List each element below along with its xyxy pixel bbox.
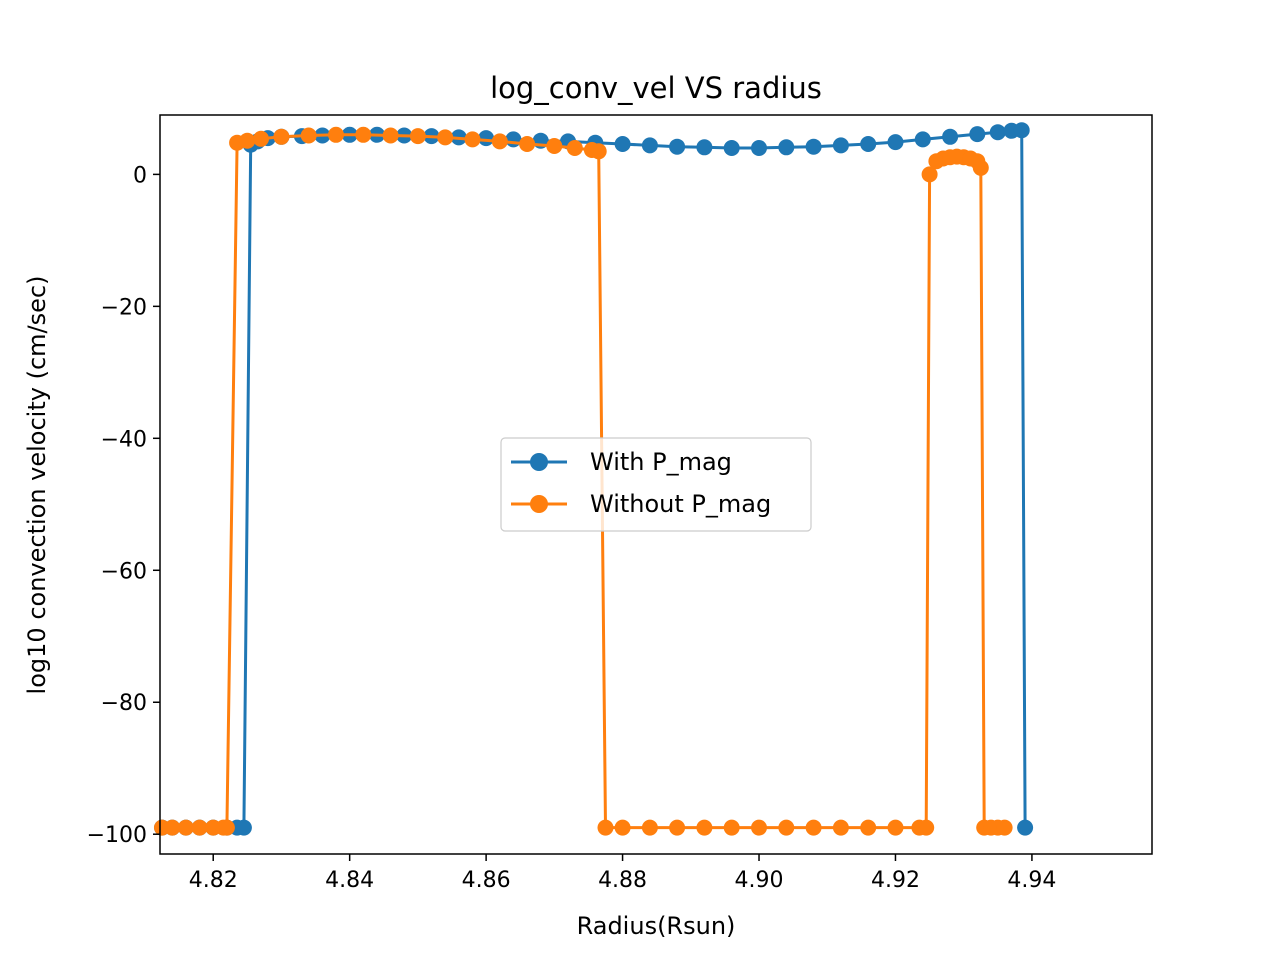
- data-point: [614, 819, 631, 836]
- data-point: [355, 126, 372, 143]
- ticks-layer: 4.82 4.84 4.86 4.88 4.90 4.92 4.94 0 −20 −40 −60 −8…: [87, 163, 1057, 893]
- data-point: [409, 128, 426, 145]
- y-tick-label: −100: [87, 823, 147, 848]
- data-point: [235, 819, 252, 836]
- x-tick-label: 4.94: [1007, 868, 1056, 893]
- data-point: [832, 137, 849, 154]
- x-tick-label: 4.88: [598, 868, 647, 893]
- legend-box: [500, 437, 812, 532]
- data-point: [328, 126, 344, 143]
- data-point: [778, 819, 795, 836]
- y-axis-label: log10 convection velocity (cm/sec): [23, 276, 51, 695]
- data-point: [887, 134, 904, 151]
- data-point: [590, 143, 607, 160]
- data-point: [641, 819, 658, 836]
- data-point: [164, 819, 181, 836]
- data-point: [1017, 819, 1034, 836]
- data-point: [614, 136, 631, 152]
- series-layer: [154, 122, 1034, 836]
- data-point: [253, 130, 269, 147]
- legend-label-with-p-mag: With P_mag: [590, 448, 732, 476]
- series-1: [154, 126, 1013, 836]
- data-point: [832, 819, 849, 836]
- chart-title: log_conv_vel VS radius: [490, 71, 822, 105]
- data-point: [723, 819, 740, 836]
- x-axis-label: Radius(Rsun): [577, 912, 736, 940]
- data-point: [546, 138, 563, 154]
- data-point: [566, 140, 583, 156]
- data-point: [860, 136, 877, 152]
- legend-marker-without-p-mag: [530, 495, 548, 513]
- data-point: [972, 159, 989, 176]
- data-point: [918, 819, 935, 836]
- data-point: [519, 136, 536, 152]
- legend: With P_mag Without P_mag: [500, 437, 812, 532]
- data-point: [1013, 122, 1030, 139]
- data-point: [218, 819, 235, 836]
- y-tick-label: −40: [101, 427, 147, 452]
- data-point: [239, 132, 256, 149]
- data-point: [723, 140, 740, 156]
- data-point: [669, 138, 686, 155]
- data-point: [696, 819, 713, 836]
- x-tick-label: 4.82: [189, 868, 238, 893]
- y-tick-label: −60: [101, 559, 147, 584]
- plot-frame: [159, 114, 1153, 855]
- data-point: [778, 139, 795, 156]
- data-point: [191, 819, 208, 836]
- y-tick-label: −80: [101, 691, 147, 716]
- data-point: [478, 130, 495, 147]
- data-point: [464, 131, 481, 148]
- data-point: [805, 819, 822, 836]
- x-tick-label: 4.92: [871, 868, 920, 893]
- data-point: [491, 133, 508, 150]
- data-point: [860, 819, 877, 836]
- data-point: [437, 129, 454, 146]
- data-point: [751, 819, 767, 836]
- data-point: [887, 819, 904, 836]
- data-point: [805, 138, 822, 155]
- data-point: [969, 126, 986, 143]
- data-point: [597, 819, 614, 836]
- x-tick-label: 4.84: [325, 868, 374, 893]
- data-point: [751, 140, 767, 156]
- legend-label-without-p-mag: Without P_mag: [590, 490, 771, 518]
- data-point: [996, 819, 1013, 836]
- data-point: [914, 131, 931, 148]
- x-tick-label: 4.86: [462, 868, 511, 893]
- data-point: [641, 137, 658, 154]
- data-point: [696, 139, 713, 156]
- data-point: [382, 127, 399, 144]
- data-point: [177, 819, 194, 836]
- data-point: [921, 166, 938, 183]
- x-tick-label: 4.90: [735, 868, 784, 893]
- y-tick-label: 0: [133, 163, 147, 188]
- data-point: [505, 131, 522, 148]
- data-point: [300, 127, 317, 144]
- data-point: [669, 819, 686, 836]
- legend-marker-with-p-mag: [530, 453, 548, 471]
- y-tick-label: −20: [101, 295, 147, 320]
- data-point: [989, 124, 1006, 141]
- data-point: [273, 128, 290, 145]
- data-point: [942, 128, 959, 145]
